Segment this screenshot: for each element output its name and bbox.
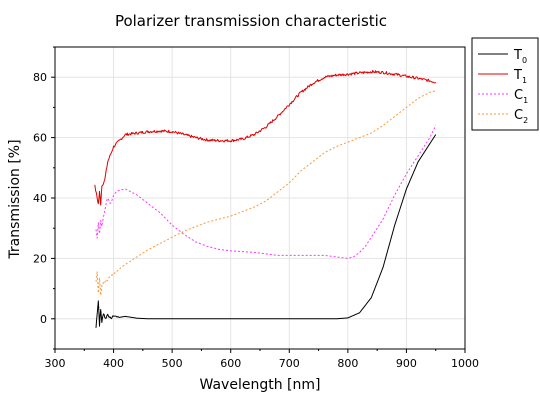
y-tick-label: 80	[33, 71, 47, 84]
x-tick-label: 300	[45, 357, 66, 370]
series-line-c1	[95, 125, 437, 259]
legend-box	[471, 37, 539, 131]
x-tick-label: 600	[220, 357, 241, 370]
legend-label-c1: C1	[514, 88, 528, 105]
plot-lines	[94, 70, 437, 328]
legend-label-c2: C2	[514, 108, 528, 125]
series-line-t0	[95, 134, 437, 328]
legend-label-t0: T0	[513, 48, 527, 65]
x-tick-label: 400	[103, 357, 124, 370]
x-axis-label: Wavelength [nm]	[200, 377, 321, 393]
chart-title: Polarizer transmission characteristic	[115, 12, 387, 30]
axis-ticks: 300 400 500 600 700 800 900 1000 0 20 40 60 80	[33, 46, 479, 370]
y-tick-label: 40	[33, 192, 47, 205]
y-axis-label: Transmission [%]	[7, 139, 23, 259]
x-tick-label: 700	[279, 357, 300, 370]
x-tick-label: 800	[337, 357, 358, 370]
x-tick-label: 500	[162, 357, 183, 370]
series-line-c2	[95, 90, 436, 296]
y-tick-label: 20	[33, 252, 47, 265]
x-tick-label: 1000	[451, 357, 479, 370]
legend-label-t1: T1	[513, 68, 527, 85]
x-tick-label: 900	[396, 357, 417, 370]
series-line-t1	[94, 70, 437, 206]
y-tick-label: 0	[40, 313, 47, 326]
legend: T0 T1 C1 C2	[471, 37, 539, 131]
y-tick-label: 60	[33, 132, 47, 145]
